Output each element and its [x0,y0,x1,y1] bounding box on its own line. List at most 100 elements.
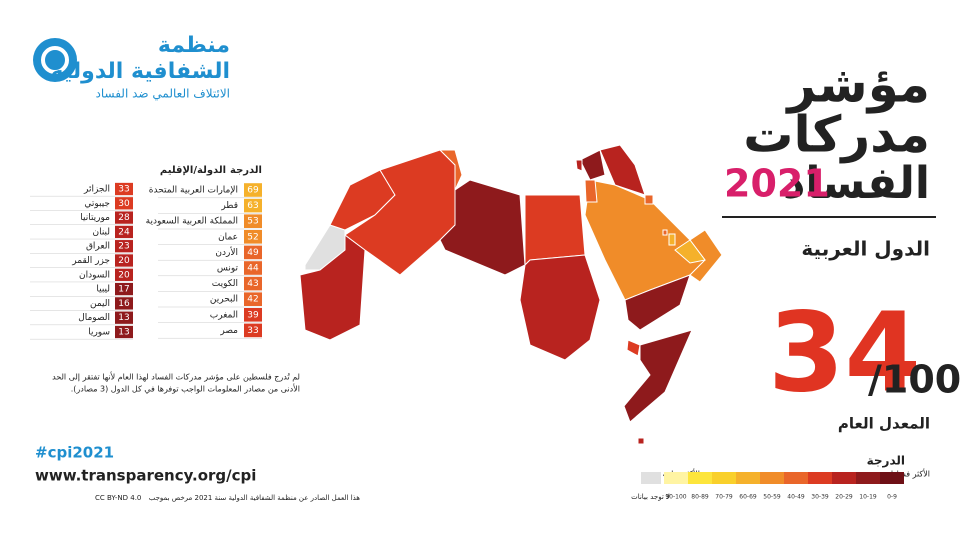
legend-bin: 20-29 [835,494,853,501]
country: موريتانيا [80,213,110,223]
score-cell [115,225,133,239]
country-shape [637,437,645,445]
country-shape [644,194,654,205]
legend-swatch [760,472,784,484]
title-year: 2021 [724,162,830,206]
legend-bin: 0-9 [887,494,897,501]
score: 53 [247,217,258,227]
score-cell [244,308,262,322]
legend-bin: 70-79 [715,494,733,501]
country-shape [599,144,646,196]
country: لبنان [92,227,110,237]
score: 63 [247,201,258,211]
country: الكويت [212,279,238,289]
score: 52 [247,232,258,242]
country: جزر القمر [71,256,110,266]
average-score: 34 [768,288,921,416]
country-shape [575,159,583,172]
country-shape [662,229,668,236]
country-shape [438,149,463,191]
country: جيبوتي [84,199,110,209]
score-cell [115,197,133,210]
average-max: /100 [868,358,960,402]
legend-swatch [832,472,856,484]
score: 20 [118,256,130,266]
country: السودان [79,270,110,280]
legend-swatch [856,472,880,484]
score: 23 [118,242,129,252]
note: لم تُدرج فلسطين على مؤشر مدركات الفساد ل… [52,372,300,383]
country-shape [626,339,641,357]
score-cell [115,240,133,253]
score-cell [244,198,262,213]
logo-icon-ring [41,46,69,74]
score-cell [115,282,133,296]
legend-bin: 30-39 [811,494,829,501]
country: المملكة العربية السعودية [146,217,238,227]
legend-bin: 10-19 [859,494,877,501]
country-shape [439,179,526,276]
score: 33 [118,185,129,195]
score: 16 [118,299,130,309]
score: 17 [118,285,129,295]
country: ليبيا [96,285,110,295]
legend-label: الأكثر فسادا [891,469,930,479]
legend-swatch [880,472,904,484]
score-cell [244,276,262,291]
score-cell [115,182,133,196]
country: مصر [219,326,238,336]
legend-swatch [736,472,760,484]
score: 49 [247,248,259,258]
score-cell [244,183,262,197]
country: سوريا [88,328,110,338]
score-cell [244,292,262,306]
legend-bin: 50-59 [763,494,781,501]
score: 20 [118,270,130,280]
legend-bin: 90-100 [665,494,686,501]
score: 28 [118,213,130,223]
subtitle: الدول العربية [801,237,930,261]
score-cell [115,311,133,324]
score-cell [244,214,262,228]
score: 13 [118,328,129,338]
country: البحرين [210,295,238,305]
legend-bin: 60-69 [739,494,757,501]
note: الأدنى من مصادر المعلومات الواجب توفرها … [71,384,300,394]
legend-swatch [784,472,808,484]
legend-swatch [808,472,832,484]
country-shape [519,254,601,361]
country-shape [624,274,691,331]
score-cell [244,323,262,338]
country: العراق [86,242,110,252]
score: 39 [247,310,259,320]
title: مؤشر [784,56,930,115]
country: الجزائر [83,185,110,195]
country-shape [668,233,676,246]
logo-name: الشفافية الدولية [51,59,230,84]
legend-swatch [664,472,688,484]
no-data-swatch [641,472,661,484]
country: الصومال [78,313,110,323]
country-shape [674,239,706,264]
license: CC BY-ND 4.0 [95,494,141,502]
score: 44 [247,264,259,274]
score: 33 [247,326,258,336]
country: قطر [220,201,238,211]
average-label: المعدل العام [838,415,930,433]
legend-bin: 40-49 [787,494,805,501]
score-cell [244,245,262,260]
logo-name: منظمة [158,33,230,58]
url: www.transparency.org/cpi [35,467,256,485]
country-shape [623,329,693,423]
country: اليمن [90,299,110,309]
logo-tagline: الائتلاف العالمي ضد الفساد [96,87,230,101]
score: 69 [247,186,259,196]
legend-swatch [712,472,736,484]
country: تونس [217,264,239,274]
country: الأردن [215,246,238,258]
logo-icon [33,38,77,82]
country-shape [524,194,586,267]
score-cell [115,211,133,224]
title: الفساد [783,158,930,209]
